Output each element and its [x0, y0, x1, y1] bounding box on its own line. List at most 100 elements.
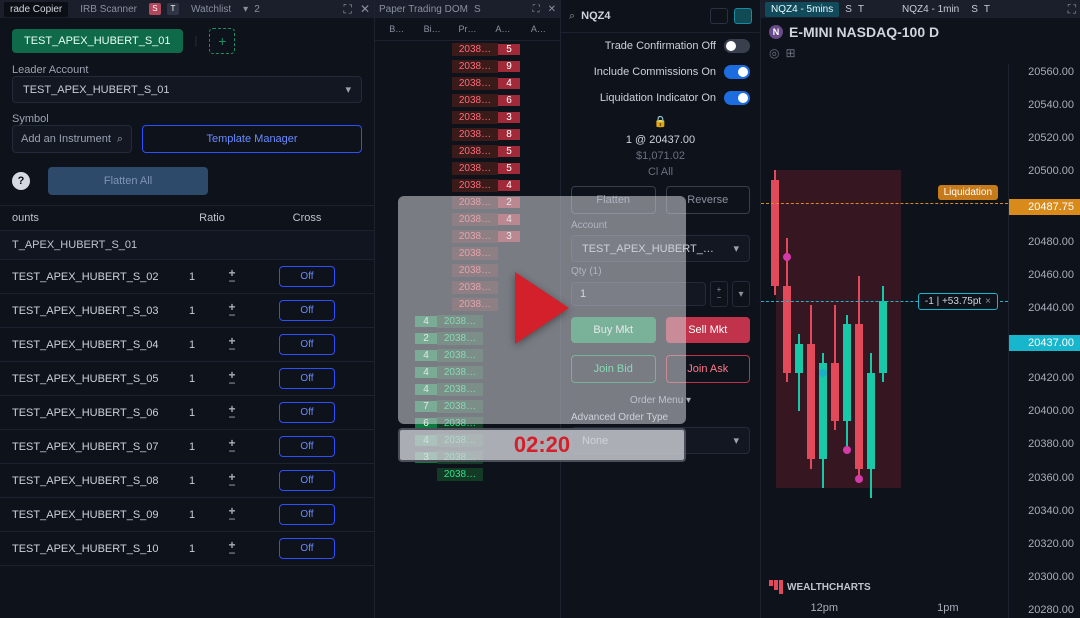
ladder-row[interactable]: 2038…5 — [375, 41, 560, 58]
order-menu-button[interactable]: Order Menu ▾ — [561, 389, 760, 412]
ladder-row[interactable]: 2038…4 — [375, 211, 560, 228]
cross-button[interactable]: Off — [279, 368, 335, 389]
ask-cell: 5 — [498, 44, 520, 55]
liquidation-toggle[interactable] — [724, 91, 750, 105]
ladder-row[interactable]: 2038…5 — [375, 160, 560, 177]
ladder-row[interactable]: 2038…4 — [375, 177, 560, 194]
ladder-row[interactable]: 2038…5 — [375, 143, 560, 160]
price-cell: 2038… — [452, 196, 498, 209]
flatten-button[interactable]: Flatten — [571, 186, 656, 214]
qty-preset-button[interactable]: ▾ — [732, 281, 750, 307]
ask-cell: 4 — [498, 78, 520, 89]
ladder-row[interactable]: 42038… — [375, 364, 560, 381]
target-icon[interactable]: ◎ — [769, 46, 779, 60]
ratio-stepper[interactable]: +− — [212, 371, 252, 387]
ratio-stepper[interactable]: +− — [212, 405, 252, 421]
ladder-row[interactable]: 2038… — [375, 466, 560, 483]
price-cell: 2038… — [452, 298, 498, 311]
ratio-stepper[interactable]: +− — [212, 337, 252, 353]
trade-confirm-toggle[interactable] — [724, 39, 750, 53]
price-cell: 2038… — [437, 451, 483, 464]
ladder-row[interactable]: 2038…3 — [375, 228, 560, 245]
leader-account-select[interactable]: TEST_APEX_HUBERT_S_01 ▾ — [12, 76, 362, 103]
layout-accent-icon[interactable] — [734, 8, 752, 24]
ratio-stepper[interactable]: +− — [212, 269, 252, 285]
cross-button[interactable]: Off — [279, 334, 335, 355]
expand-icon[interactable]: ⛶ — [533, 4, 540, 15]
ratio-stepper[interactable]: +− — [212, 303, 252, 319]
close-icon[interactable]: ✕ — [360, 2, 370, 17]
buy-mkt-button[interactable]: Buy Mkt — [571, 317, 656, 343]
close-position-icon[interactable]: × — [985, 296, 991, 307]
expand-icon[interactable]: ⛶ — [1068, 2, 1076, 17]
ladder-row[interactable]: 42038… — [375, 313, 560, 330]
ladder-row[interactable]: 42038… — [375, 381, 560, 398]
tab-watchlist[interactable]: Watchlist — [185, 2, 237, 17]
close-all-text[interactable]: Cl All — [561, 164, 760, 180]
ratio-stepper[interactable]: +− — [212, 473, 252, 489]
ladder-row[interactable]: 2038…9 — [375, 58, 560, 75]
flatten-all-button[interactable]: Flatten All — [48, 167, 208, 195]
ladder-row[interactable]: 2038…8 — [375, 126, 560, 143]
table-row: TEST_APEX_HUBERT_S_031+−Off — [0, 294, 374, 328]
ladder-row[interactable]: 2038… — [375, 296, 560, 313]
ladder-row[interactable]: 72038… — [375, 398, 560, 415]
account-select[interactable]: TEST_APEX_HUBERT_… ▾ — [571, 235, 750, 262]
ladder-row[interactable]: 22038… — [375, 330, 560, 347]
price-cell: 2038… — [437, 366, 483, 379]
chart-canvas[interactable]: Liquidation-1 | +53.75pt×WEALTHCHARTS — [761, 64, 1008, 598]
expand-icon[interactable]: ⛶ — [344, 2, 352, 17]
template-pill[interactable]: TEST_APEX_HUBERT_S_01 — [12, 29, 183, 53]
ladder-row[interactable]: 2038…2 — [375, 194, 560, 211]
ladder-row[interactable]: 2038…4 — [375, 75, 560, 92]
cross-button[interactable]: Off — [279, 436, 335, 457]
tab-trade-copier[interactable]: rade Copier — [4, 2, 68, 17]
tab-paper-dom[interactable]: Paper Trading DOM — [379, 4, 468, 15]
ladder-row[interactable]: 42038… — [375, 347, 560, 364]
adv-order-select[interactable]: None ▾ — [571, 427, 750, 454]
price-cell: 2038… — [437, 383, 483, 396]
position-tag[interactable]: -1 | +53.75pt× — [918, 293, 998, 310]
qty-stepper[interactable]: +− — [710, 281, 728, 307]
chevron-down-icon[interactable]: ▾ — [243, 4, 248, 15]
ratio-stepper[interactable]: +− — [212, 439, 252, 455]
join-ask-button[interactable]: Join Ask — [666, 355, 751, 383]
reverse-button[interactable]: Reverse — [666, 186, 751, 214]
cross-button[interactable]: Off — [279, 266, 335, 287]
symbol-input[interactable]: Add an Instrument ⌕ — [12, 125, 132, 153]
sell-mkt-button[interactable]: Sell Mkt — [666, 317, 751, 343]
cross-button[interactable]: Off — [279, 504, 335, 525]
cross-button[interactable]: Off — [279, 538, 335, 559]
ratio-stepper[interactable]: +− — [212, 507, 252, 523]
candle — [867, 373, 875, 469]
commissions-toggle[interactable] — [724, 65, 750, 79]
cross-button[interactable]: Off — [279, 300, 335, 321]
join-bid-button[interactable]: Join Bid — [571, 355, 656, 383]
chart-tab-1min[interactable]: NQZ4 - 1min — [896, 2, 965, 17]
cross-button[interactable]: Off — [279, 470, 335, 491]
ladder-row[interactable]: 62038… — [375, 415, 560, 432]
add-template-button[interactable]: + — [209, 28, 235, 54]
ladder-row[interactable]: 32038… — [375, 449, 560, 466]
layout-icon[interactable] — [710, 8, 728, 24]
help-icon[interactable]: ? — [12, 172, 30, 190]
close-icon[interactable]: ✕ — [548, 4, 556, 15]
tab-irb-scanner[interactable]: IRB Scanner — [74, 2, 143, 17]
ladder-row[interactable]: 2038…6 — [375, 92, 560, 109]
template-manager-button[interactable]: Template Manager — [142, 125, 362, 153]
badge-s-icon: S — [971, 4, 978, 15]
chart-tab-5min[interactable]: NQZ4 - 5mins — [765, 2, 839, 17]
ladder-row[interactable]: 2038… — [375, 262, 560, 279]
cross-button[interactable]: Off — [279, 402, 335, 423]
price-cell: 2038… — [452, 77, 498, 90]
ratio-stepper[interactable]: +− — [212, 541, 252, 557]
price-cell: 2038… — [452, 264, 498, 277]
ladder-row[interactable]: 2038… — [375, 279, 560, 296]
ladder-row[interactable]: 2038… — [375, 245, 560, 262]
add-icon[interactable]: ⊞ — [785, 46, 795, 60]
qty-input[interactable]: 1 — [571, 282, 706, 306]
dom-symbol[interactable]: NQZ4 — [581, 10, 610, 22]
search-icon[interactable]: ⌕ — [569, 10, 575, 23]
ladder-row[interactable]: 2038…3 — [375, 109, 560, 126]
ladder-row[interactable]: 42038… — [375, 432, 560, 449]
